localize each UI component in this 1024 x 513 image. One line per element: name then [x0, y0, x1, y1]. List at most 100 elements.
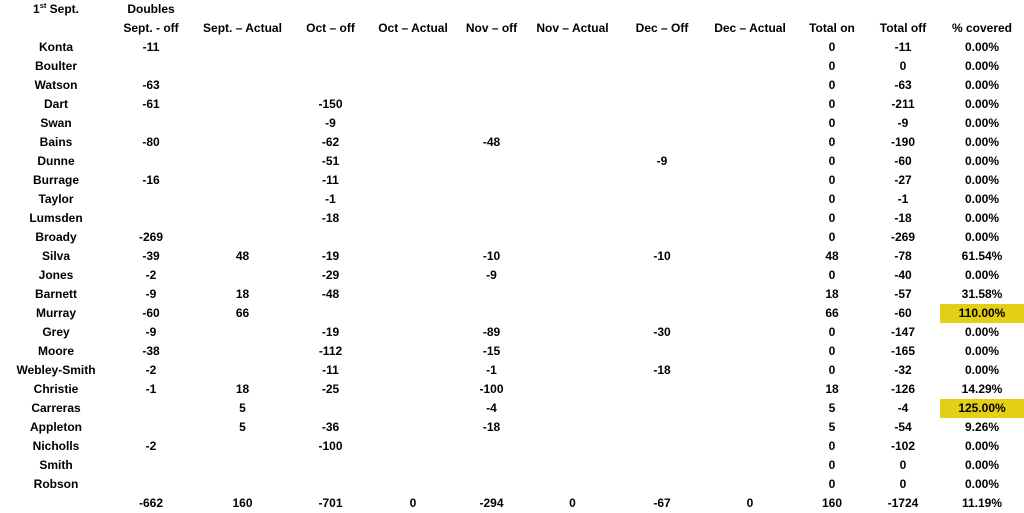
- cell-pct[interactable]: 0.00%: [964, 59, 1000, 73]
- cell-nov_actual[interactable]: [523, 133, 622, 152]
- cell-dec_off[interactable]: [622, 437, 702, 456]
- cell-sept_off[interactable]: [112, 209, 190, 228]
- cell-nov_off[interactable]: -1: [486, 363, 497, 377]
- cell-name[interactable]: Boulter: [35, 59, 77, 73]
- cell-nov_actual[interactable]: [523, 209, 622, 228]
- cell-dec_actual[interactable]: [702, 418, 798, 437]
- cell-sept_off[interactable]: [112, 475, 190, 494]
- cell-nov_off[interactable]: [460, 38, 523, 57]
- cell-total_on[interactable]: 0: [828, 192, 836, 206]
- cell-nov_actual[interactable]: [523, 456, 622, 475]
- cell-nov_off[interactable]: [460, 209, 523, 228]
- cell-name[interactable]: Appleton: [30, 420, 82, 434]
- cell-sept_actual[interactable]: [190, 190, 295, 209]
- cell-sept_off[interactable]: [112, 114, 190, 133]
- cell-pct[interactable]: 14.29%: [961, 382, 1003, 396]
- cell-sept_off[interactable]: -1: [145, 382, 157, 396]
- cell-nov_actual[interactable]: [523, 437, 622, 456]
- cell-name[interactable]: Konta: [39, 40, 73, 54]
- cell-dec_actual[interactable]: [702, 456, 798, 475]
- cell-dec_off[interactable]: [622, 475, 702, 494]
- cell-pct[interactable]: 0.00%: [964, 135, 1000, 149]
- cell-total_off[interactable]: -211: [891, 97, 915, 111]
- cell-dec_off[interactable]: [622, 76, 702, 95]
- cell-total_on[interactable]: 0: [828, 211, 836, 225]
- cell-pct[interactable]: 0.00%: [964, 268, 1000, 282]
- cell-name[interactable]: Lumsden: [29, 211, 83, 225]
- cell-name[interactable]: Webley-Smith: [16, 363, 96, 377]
- cell-dec_actual[interactable]: [702, 38, 798, 57]
- cell-pct[interactable]: 0.00%: [964, 192, 1000, 206]
- cell-total_on[interactable]: 0: [828, 363, 836, 377]
- cell-sept_actual[interactable]: [190, 342, 295, 361]
- cell-nov_off[interactable]: [460, 304, 523, 323]
- column-header-oct_off[interactable]: Oct – off: [306, 21, 355, 35]
- cell-pct[interactable]: 0.00%: [964, 439, 1000, 453]
- cell-dec_actual[interactable]: [702, 247, 798, 266]
- cell-oct_actual[interactable]: [366, 456, 460, 475]
- cell-pct[interactable]: 61.54%: [961, 249, 1003, 263]
- cell-oct_off[interactable]: [295, 228, 366, 247]
- cell-title[interactable]: 1st Sept.: [0, 0, 112, 19]
- cell-nov_actual[interactable]: [523, 342, 622, 361]
- cell-oct_off[interactable]: -11: [322, 173, 339, 187]
- cell-nov_actual[interactable]: [523, 38, 622, 57]
- cell-sept_off[interactable]: -269: [138, 230, 164, 244]
- cell-oct_actual[interactable]: [366, 228, 460, 247]
- cell-name[interactable]: Robson: [33, 477, 79, 491]
- cell-nov_off[interactable]: [460, 114, 523, 133]
- cell-oct_actual[interactable]: [366, 266, 460, 285]
- cell-oct_actual[interactable]: [366, 114, 460, 133]
- cell-total_on[interactable]: 5: [828, 401, 836, 415]
- cell-oct_off[interactable]: -48: [321, 287, 340, 301]
- cell-sept_off[interactable]: -60: [142, 306, 160, 320]
- column-header-oct_actual[interactable]: Oct – Actual: [378, 21, 448, 35]
- cell-dec_off[interactable]: -30: [653, 325, 671, 339]
- cell-nov_actual[interactable]: [523, 323, 622, 342]
- total-cell-total_off[interactable]: -1724: [887, 496, 919, 510]
- cell-dec_actual[interactable]: [702, 380, 798, 399]
- cell-nov_actual[interactable]: [523, 418, 622, 437]
- cell-dec_off[interactable]: [622, 114, 702, 133]
- cell-oct_actual[interactable]: [366, 380, 460, 399]
- cell-pct[interactable]: 0.00%: [964, 458, 1000, 472]
- cell-oct_actual[interactable]: [366, 475, 460, 494]
- cell-oct_actual[interactable]: [366, 399, 460, 418]
- cell-nov_actual[interactable]: [523, 152, 622, 171]
- cell-name[interactable]: Bains: [39, 135, 73, 149]
- cell-total_on[interactable]: 0: [828, 477, 836, 491]
- cell-nov_actual[interactable]: [523, 266, 622, 285]
- cell-total_off[interactable]: -78: [894, 249, 912, 263]
- cell-sept_actual[interactable]: [190, 95, 295, 114]
- cell-total_off[interactable]: -9: [897, 116, 909, 130]
- cell-sept_actual[interactable]: [190, 171, 295, 190]
- cell-dec_actual[interactable]: [702, 361, 798, 380]
- cell-nov_actual[interactable]: [523, 57, 622, 76]
- cell-oct_actual[interactable]: [366, 361, 460, 380]
- cell-dec_off[interactable]: [622, 171, 702, 190]
- cell-pct[interactable]: 31.58%: [961, 287, 1003, 301]
- cell-sept_actual[interactable]: 66: [235, 306, 250, 320]
- cell-sept_off[interactable]: -2: [145, 439, 157, 453]
- cell-oct_off[interactable]: -25: [321, 382, 340, 396]
- cell-sept_actual[interactable]: [190, 152, 295, 171]
- cell-total_on[interactable]: 5: [828, 420, 836, 434]
- cell-oct_actual[interactable]: [366, 57, 460, 76]
- cell-dec_actual[interactable]: [702, 133, 798, 152]
- total-cell-name[interactable]: [0, 494, 112, 513]
- cell-dec_actual[interactable]: [702, 209, 798, 228]
- cell-oct_off[interactable]: -1: [325, 192, 336, 206]
- cell-dec_actual[interactable]: [702, 152, 798, 171]
- cell-nov_off[interactable]: -10: [482, 249, 501, 263]
- cell-sept_off[interactable]: -63: [142, 78, 160, 92]
- cell-total_off[interactable]: -54: [894, 420, 912, 434]
- cell-sept_off[interactable]: [112, 418, 190, 437]
- cell-total_off[interactable]: -32: [894, 363, 912, 377]
- cell-dec_actual[interactable]: [702, 95, 798, 114]
- cell-oct_actual[interactable]: [366, 209, 460, 228]
- cell-oct_actual[interactable]: [366, 76, 460, 95]
- cell-name[interactable]: Dunne: [37, 154, 75, 168]
- cell-total_off[interactable]: -60: [894, 154, 912, 168]
- cell-dec_off[interactable]: [622, 342, 702, 361]
- cell-name[interactable]: Christie: [33, 382, 79, 396]
